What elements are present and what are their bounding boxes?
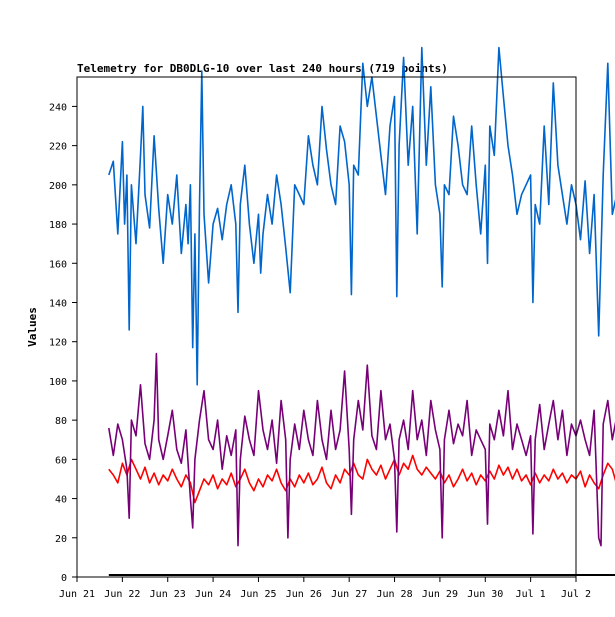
y-tick-label: 120 [49, 338, 67, 349]
x-tick-label: Jun 21 [59, 589, 95, 600]
y-tick-label: 20 [55, 534, 67, 545]
y-axis: 0 20 40 60 80 100 120 140 160 180 200 220 240 [49, 102, 77, 584]
x-tick-label: Jun 27 [331, 589, 367, 600]
y-tick-label: 200 [49, 181, 67, 192]
series-line-2 [108, 454, 615, 504]
x-tick-label: Jul 1 [516, 589, 546, 600]
x-tick-label: Jun 26 [286, 589, 322, 600]
plot-frame [76, 76, 577, 578]
y-tick-label: 60 [55, 455, 67, 466]
y-tick-label: 0 [61, 573, 67, 584]
chart-title: Telemetry for DB0DLG-10 over last 240 ho… [77, 62, 448, 75]
y-tick-label: 180 [49, 220, 67, 231]
x-tick-label: Jun 25 [240, 589, 276, 600]
y-tick-label: 220 [49, 142, 67, 153]
x-tick-label: Jun 28 [376, 589, 412, 600]
x-tick-label: Jun 30 [467, 589, 503, 600]
y-tick-label: 140 [49, 298, 67, 309]
x-tick-label: Jun 24 [195, 589, 231, 600]
y-tick-label: 80 [55, 416, 67, 427]
y-tick-label: 160 [49, 259, 67, 270]
y-axis-label: Values [26, 307, 39, 347]
y-tick-label: 40 [55, 495, 67, 506]
y-tick-label: 240 [49, 102, 67, 113]
y-tick-label: 100 [49, 377, 67, 388]
x-tick-label: Jul 2 [561, 589, 591, 600]
x-tick-label: Jun 29 [422, 589, 458, 600]
x-tick-label: Jun 22 [104, 589, 140, 600]
x-axis: Jun 21 Jun 22 Jun 23 Jun 24 Jun 25 Jun 26 Jun … [59, 577, 591, 600]
series-line-1 [108, 46, 615, 386]
series-layer [108, 46, 615, 576]
x-tick-label: Jun 23 [150, 589, 186, 600]
series-line-3 [108, 352, 615, 547]
